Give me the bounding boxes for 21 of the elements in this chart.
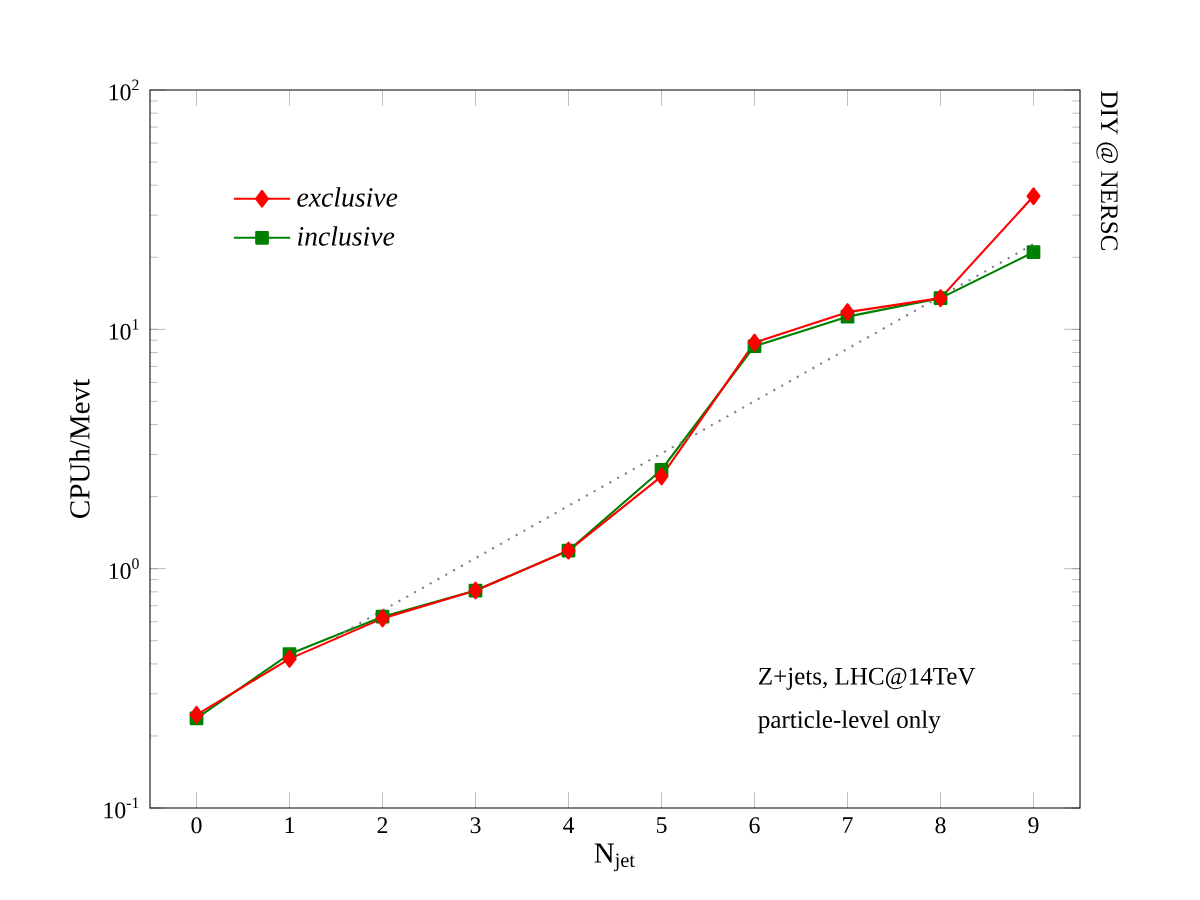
legend-label: inclusive — [298, 226, 395, 246]
legend-label: exclusive — [297, 187, 398, 207]
x-tick-label: 1 — [285, 817, 295, 833]
x-tick-label: 7 — [843, 817, 853, 833]
x-tick-label: 6 — [749, 817, 760, 834]
x-tick-label: 9 — [1028, 817, 1039, 834]
x-tick-label: 0 — [191, 817, 202, 834]
x-axis-title: N$_{jet}$ — [594, 843, 635, 872]
y-tick-label: 10$^{-1}$ — [104, 797, 139, 819]
annotation: particle-level only — [758, 710, 941, 734]
x-tick-label: 4 — [563, 817, 575, 833]
text: DIY @ NERSC — [1096, 91, 1118, 250]
annotation: Z+jets, LHC@14TeV — [759, 667, 976, 690]
y-tick-label: 10$^{2}$ — [109, 79, 139, 101]
y-tick-label: 10$^{1}$ — [109, 318, 139, 340]
y-axis-title: CPUh/Mevt — [69, 379, 90, 518]
x-tick-label: 8 — [935, 817, 946, 834]
y-tick-label: 10$^{0}$ — [109, 558, 139, 580]
x-tick-label: 2 — [377, 817, 388, 834]
x-tick-label: 3 — [470, 817, 481, 834]
x-tick-label: 5 — [656, 817, 667, 834]
